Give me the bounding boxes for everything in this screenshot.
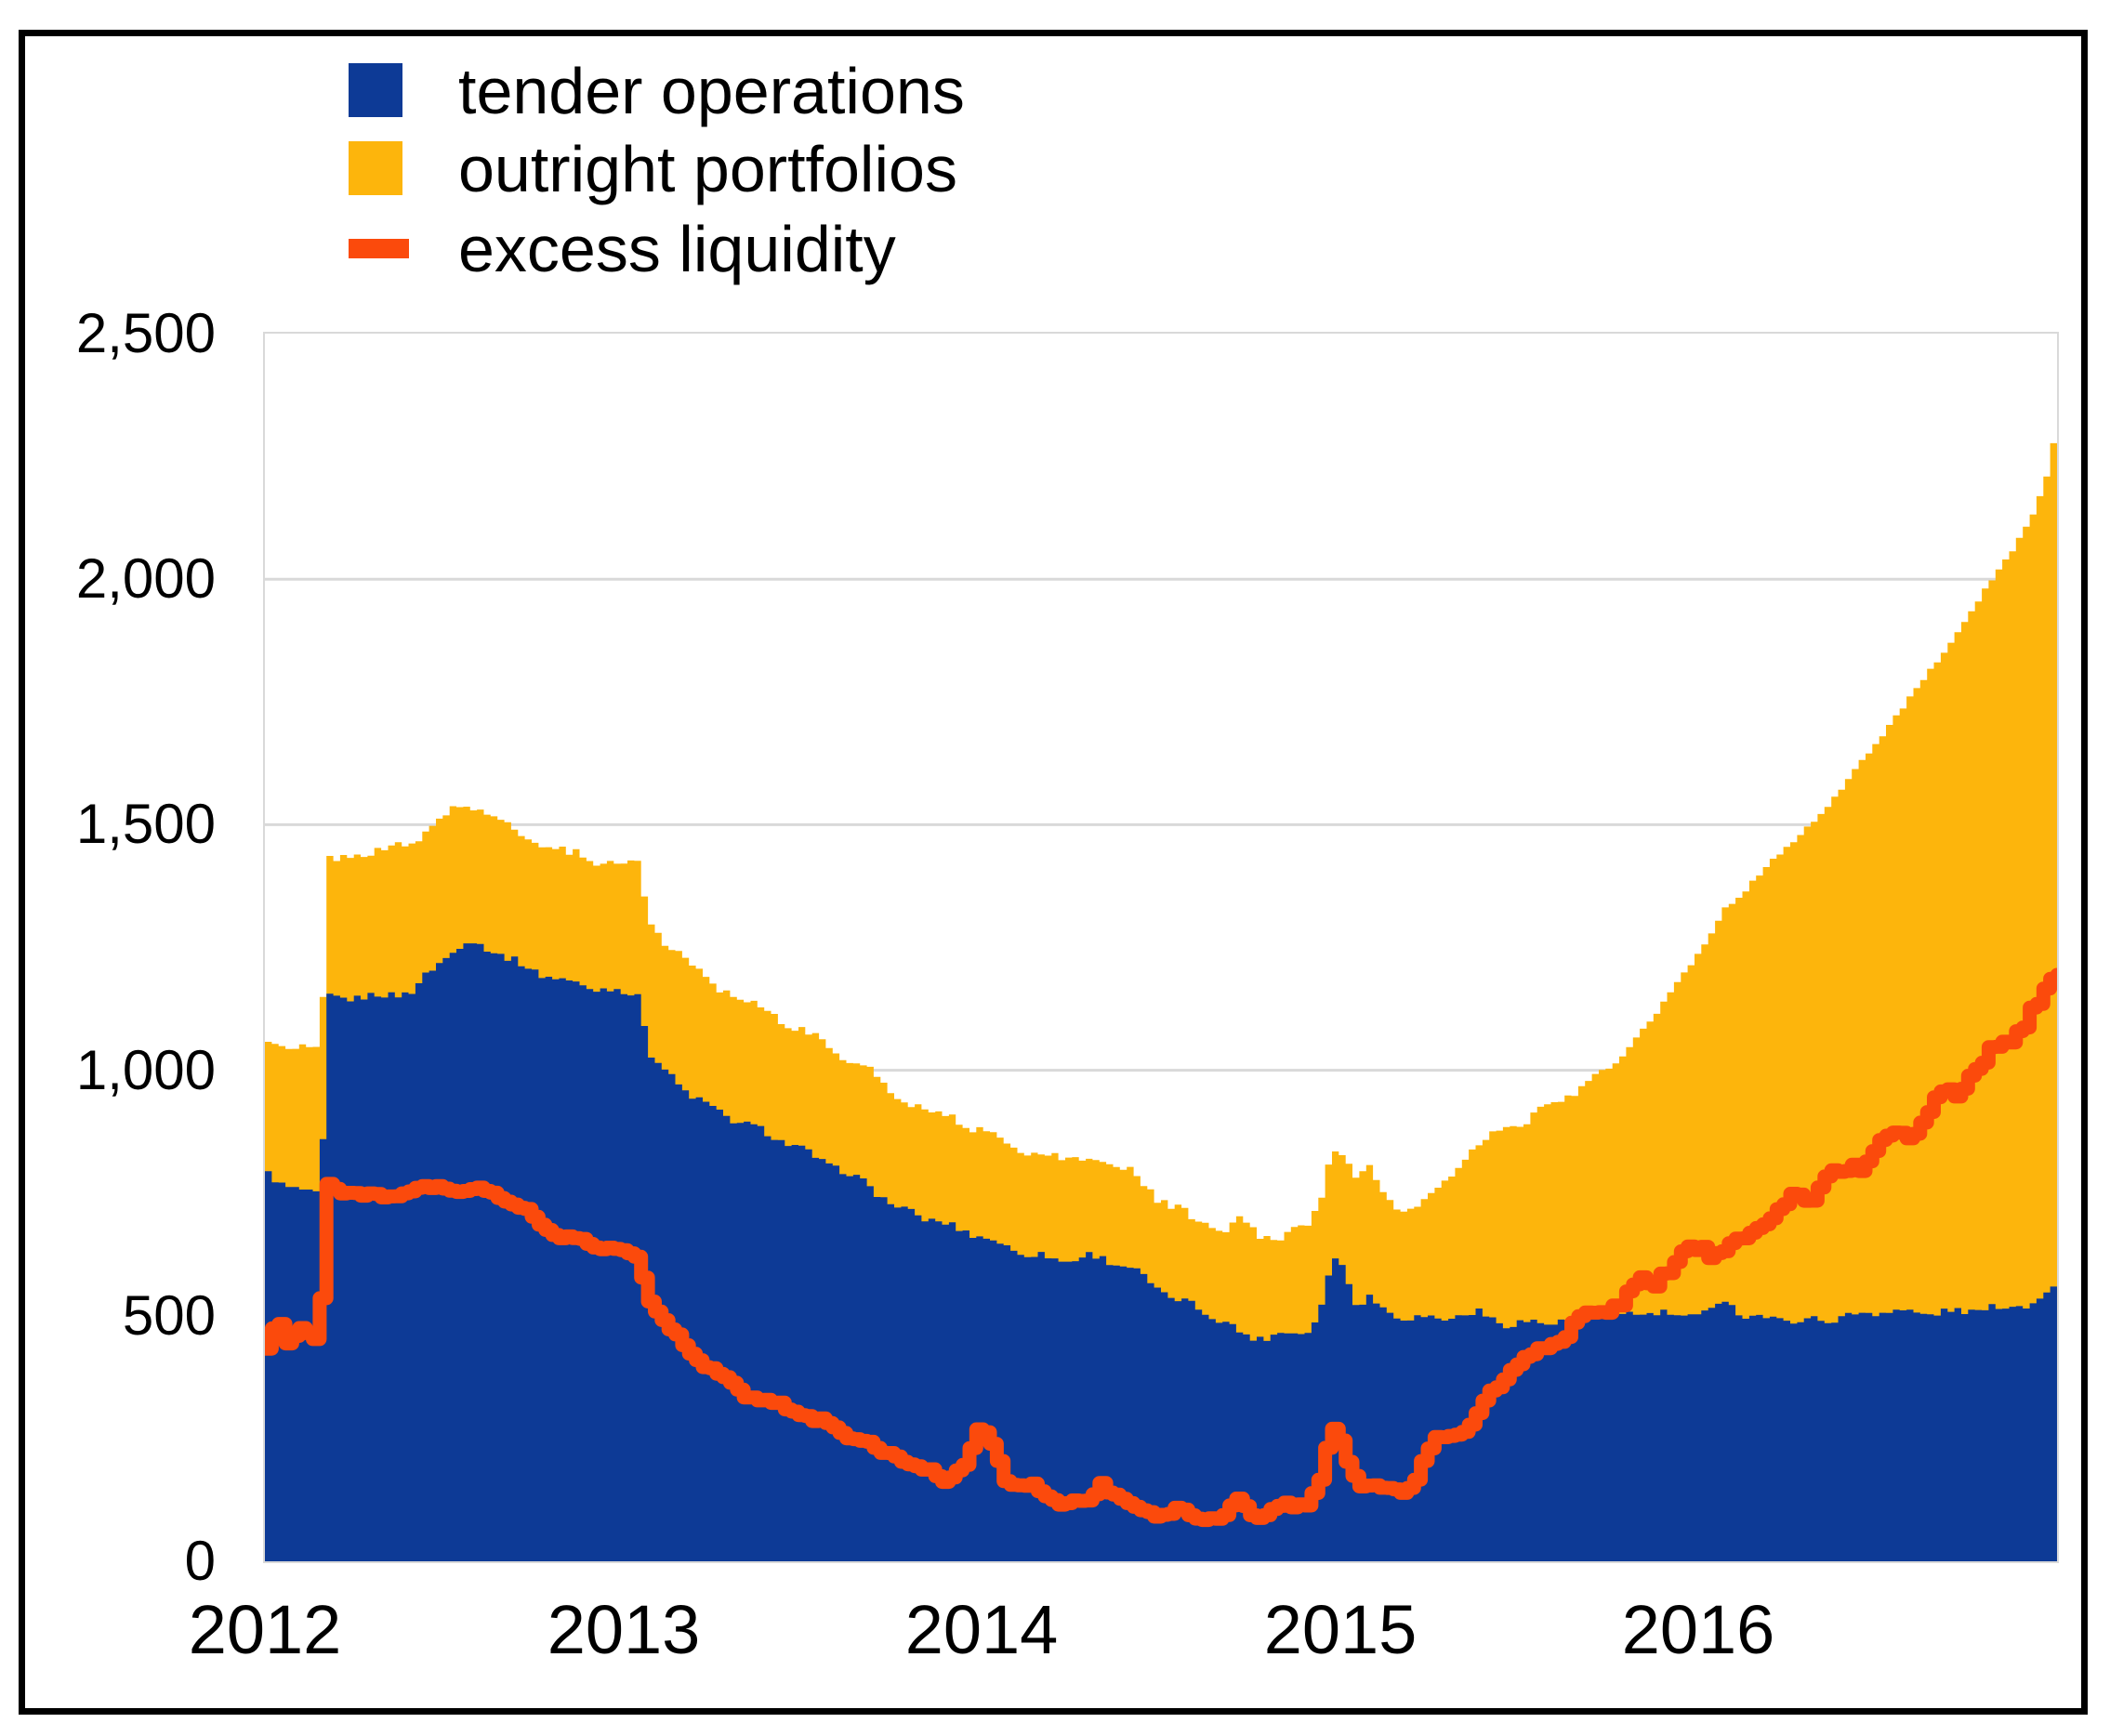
y-axis-label-500: 500: [122, 1284, 216, 1347]
y-axis-label-0: 0: [184, 1530, 216, 1592]
legend-label-tender-operations: tender operations: [458, 55, 965, 127]
y-axis-label-1500: 1,500: [75, 793, 216, 855]
plot-svg: [265, 442, 2057, 1561]
legend-swatch-excess-liquidity: [349, 239, 409, 258]
legend-swatch-outright-portfolios: [349, 141, 402, 195]
legend-label-outright-portfolios: outright portfolios: [458, 133, 957, 205]
legend-swatch-tender-operations: [349, 63, 402, 117]
y-axis-label-2000: 2,000: [75, 547, 216, 610]
x-axis-label-2015: 2015: [1263, 1591, 1418, 1668]
x-axis-label-2012: 2012: [188, 1591, 342, 1668]
y-axis-label-2500: 2,500: [75, 302, 216, 364]
plot-area: [263, 332, 2059, 1563]
x-axis-label-2016: 2016: [1621, 1591, 1775, 1668]
x-axis-label-2014: 2014: [904, 1591, 1059, 1668]
y-axis-label-1000: 1,000: [75, 1039, 216, 1101]
excess-liquidity-line: [265, 967, 2057, 1528]
legend-label-excess-liquidity: excess liquidity: [458, 213, 896, 285]
tender-operations-area: [265, 943, 2057, 1561]
x-axis-label-2013: 2013: [547, 1591, 701, 1668]
